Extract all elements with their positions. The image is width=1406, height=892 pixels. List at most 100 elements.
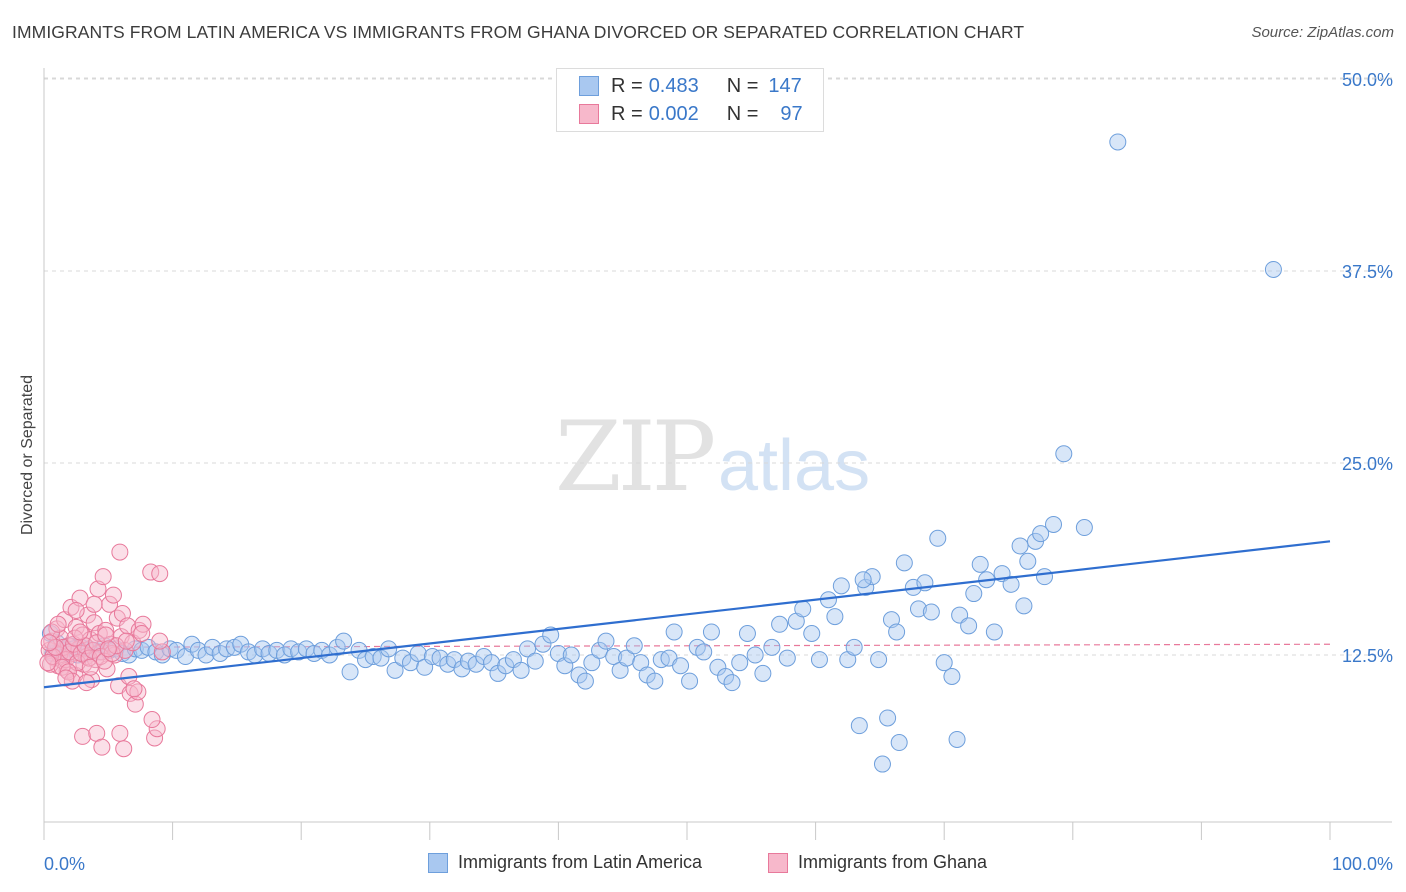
- point-ghana: [143, 711, 161, 729]
- point-ghana: [133, 624, 151, 642]
- point-latin-america: [943, 668, 961, 686]
- point-latin-america: [845, 638, 863, 656]
- legend-n-label: N =: [726, 74, 759, 97]
- point-latin-america: [929, 529, 947, 547]
- legend-n-value: 97: [780, 102, 803, 125]
- point-ghana: [74, 727, 92, 745]
- bottom-legend-label: Immigrants from Latin America: [458, 852, 703, 872]
- point-latin-america: [746, 646, 764, 664]
- y-axis-title: Divorced or Separated: [19, 374, 36, 536]
- point-ghana: [104, 586, 122, 604]
- point-latin-america: [873, 755, 891, 773]
- legend-n-value: 147: [768, 74, 802, 97]
- legend-r-label: R =: [611, 74, 643, 97]
- y-tick-label: 50.0%: [1342, 70, 1393, 90]
- point-latin-america: [1036, 568, 1054, 586]
- watermark-atlas: atlas: [718, 426, 870, 506]
- legend-swatch-latin: [579, 76, 599, 96]
- y-tick-label: 12.5%: [1342, 646, 1393, 666]
- point-latin-america: [948, 730, 966, 748]
- point-latin-america: [695, 643, 713, 661]
- point-latin-america: [328, 638, 346, 656]
- bottom-legend-ghana: Immigrants from Ghana: [768, 852, 987, 873]
- point-ghana: [111, 724, 129, 742]
- point-latin-america: [909, 600, 927, 618]
- point-ghana: [40, 634, 58, 652]
- y-tick-label: 25.0%: [1342, 454, 1393, 474]
- point-latin-america: [576, 672, 594, 690]
- point-latin-america: [863, 568, 881, 586]
- bottom-swatch-latin: [428, 852, 448, 873]
- legend-r-value: 0.483: [648, 74, 699, 97]
- point-ghana: [117, 632, 135, 650]
- watermark-zip: ZIP: [555, 401, 714, 513]
- point-latin-america: [960, 617, 978, 635]
- point-ghana: [77, 648, 95, 666]
- point-ghana: [71, 623, 89, 641]
- point-ghana: [153, 643, 171, 661]
- point-latin-america: [763, 638, 781, 656]
- correlation-legend: R = 0.483 N = 147 R = 0.002 N = 97: [556, 68, 824, 132]
- point-latin-america: [167, 641, 185, 659]
- point-latin-america: [985, 623, 1003, 641]
- point-latin-america: [1045, 515, 1063, 533]
- point-ghana: [94, 568, 112, 586]
- point-latin-america: [591, 641, 609, 659]
- point-ghana: [115, 740, 133, 758]
- point-latin-america: [483, 654, 501, 672]
- point-latin-america: [922, 603, 940, 621]
- point-latin-america: [1075, 519, 1093, 537]
- point-ghana: [67, 601, 85, 619]
- point-ghana: [151, 565, 169, 583]
- source-credit: Source: ZipAtlas.com: [1251, 24, 1394, 41]
- point-latin-america: [556, 657, 574, 675]
- point-latin-america: [850, 717, 868, 735]
- point-latin-america: [771, 615, 789, 633]
- point-latin-america: [803, 624, 821, 642]
- point-latin-america: [738, 624, 756, 642]
- point-latin-america: [605, 648, 623, 666]
- point-ghana: [85, 595, 103, 613]
- point-ghana: [97, 626, 115, 644]
- point-latin-america: [519, 640, 537, 658]
- point-latin-america: [672, 657, 690, 675]
- point-latin-america: [717, 668, 735, 686]
- point-latin-america: [625, 637, 643, 655]
- legend-row-latin: R = 0.483 N = 147: [579, 73, 802, 99]
- x-tick-label: 100.0%: [1332, 854, 1393, 874]
- point-latin-america: [794, 600, 812, 618]
- bottom-legend-label: Immigrants from Ghana: [798, 852, 988, 872]
- point-ghana: [57, 669, 75, 687]
- point-latin-america: [562, 646, 580, 664]
- point-latin-america: [183, 635, 201, 653]
- point-latin-america: [754, 664, 772, 682]
- point-latin-america: [665, 623, 683, 641]
- point-latin-america: [723, 674, 741, 692]
- point-ghana: [62, 598, 80, 616]
- point-latin-america: [386, 661, 404, 679]
- point-latin-america: [335, 632, 353, 650]
- point-ghana: [142, 563, 160, 581]
- x-tick-label: 0.0%: [44, 854, 85, 874]
- point-ghana: [106, 646, 124, 664]
- point-latin-america: [1011, 537, 1029, 555]
- point-latin-america: [597, 632, 615, 650]
- point-latin-america: [702, 623, 720, 641]
- point-ghana: [101, 595, 119, 613]
- point-ghana: [134, 615, 152, 633]
- point-latin-america: [1264, 260, 1282, 278]
- point-latin-america: [879, 709, 897, 727]
- point-latin-america: [681, 672, 699, 690]
- point-latin-america: [971, 555, 989, 573]
- bottom-swatch-ghana: [768, 852, 788, 873]
- point-ghana: [99, 640, 117, 658]
- point-latin-america: [890, 734, 908, 752]
- point-ghana: [148, 720, 166, 738]
- point-latin-america: [854, 571, 872, 589]
- legend-r-label: R =: [611, 102, 643, 125]
- point-ghana: [93, 738, 111, 756]
- legend-row-ghana: R = 0.002 N = 97: [579, 101, 803, 127]
- point-latin-america: [1019, 552, 1037, 570]
- point-ghana: [111, 543, 129, 561]
